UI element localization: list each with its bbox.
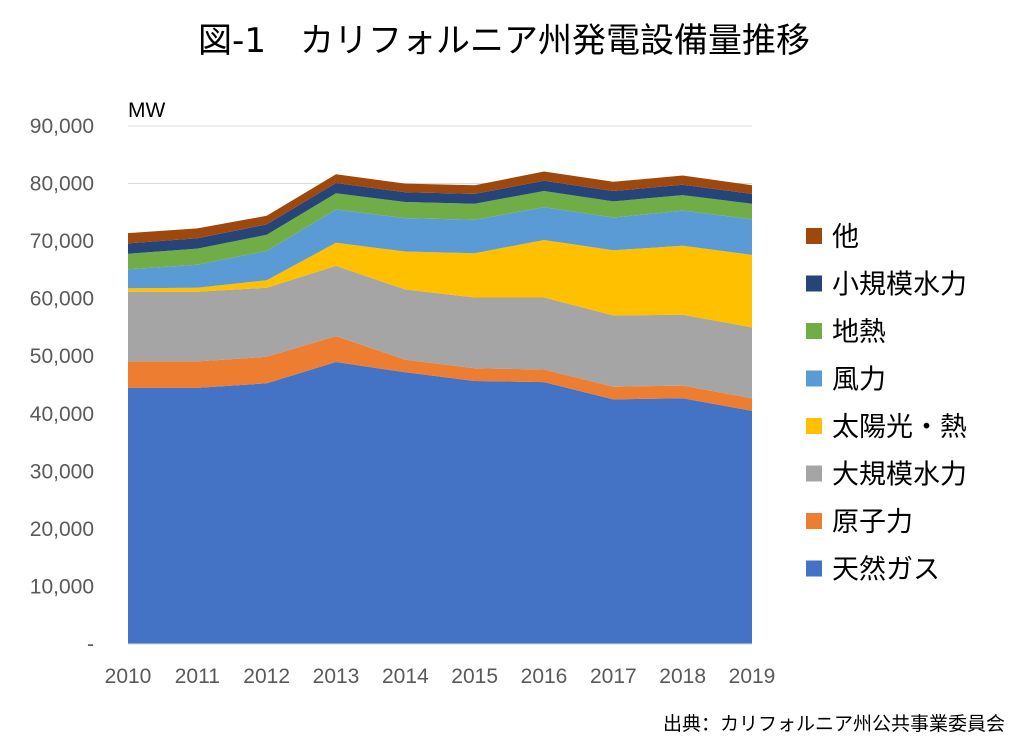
area-series-1 — [128, 336, 752, 411]
y-tick-label: 90,000 — [30, 115, 94, 138]
area-series-4 — [128, 207, 752, 289]
x-tick-label: 2014 — [382, 665, 429, 688]
legend-swatch — [806, 275, 822, 292]
x-tick-label: 2010 — [105, 665, 152, 688]
legend-label: 原子力 — [832, 507, 913, 538]
legend-label: 他 — [832, 222, 859, 253]
y-axis: - 10,000 20,000 30,000 40,000 50,000 60,000 70,… — [30, 115, 94, 656]
x-tick-label: 2017 — [590, 665, 637, 688]
y-tick-label: 60,000 — [30, 288, 94, 311]
x-tick-label: 2012 — [243, 665, 290, 688]
x-tick-label: 2016 — [521, 665, 568, 688]
area-series-2 — [128, 265, 752, 399]
y-tick-label: 10,000 — [30, 575, 94, 598]
y-tick-label: 80,000 — [30, 173, 94, 196]
area-series-6 — [128, 180, 752, 254]
x-tick-label: 2015 — [451, 665, 498, 688]
legend-label: 大規模水力 — [832, 460, 967, 491]
chart-title: 図-1 カリフォルニア州発電設備量推移 — [198, 21, 810, 61]
legend-swatch — [806, 323, 822, 339]
area-series-5 — [128, 191, 752, 270]
x-tick-label: 2018 — [659, 665, 706, 688]
area-series-3 — [128, 240, 752, 328]
legend-swatch — [806, 418, 822, 434]
legend-label: 天然ガス — [832, 555, 940, 586]
area-series-7 — [128, 171, 752, 244]
y-tick-label: 20,000 — [30, 518, 94, 541]
legend-swatch — [806, 465, 822, 482]
y-tick-label: - — [87, 633, 94, 656]
legend-label: 小規模水力 — [832, 270, 967, 301]
legend-label: 地熱 — [832, 317, 886, 348]
legend-label: 太陽光・熱 — [832, 412, 967, 443]
y-tick-label: 70,000 — [30, 230, 94, 253]
series-areas — [128, 171, 752, 644]
area-series-0 — [128, 362, 752, 644]
legend-swatch — [806, 513, 822, 529]
legend-swatch — [806, 370, 822, 387]
x-tick-label: 2019 — [729, 665, 776, 688]
y-tick-label: 30,000 — [30, 460, 94, 483]
legend-swatch — [806, 560, 822, 577]
x-axis: 2010 2011 2012 2013 2014 2015 2016 2017 2018 2019 — [105, 643, 776, 688]
x-tick-label: 2011 — [175, 665, 220, 688]
source-note: 出典：カリフォルニア州公共事業委員会 — [663, 713, 1005, 735]
x-tick-label: 2013 — [313, 665, 360, 688]
y-tick-label: 40,000 — [30, 403, 94, 426]
y-tick-label: 50,000 — [30, 345, 94, 368]
unit-label: MW — [128, 99, 165, 122]
legend-swatch — [806, 228, 822, 244]
legend-label: 風力 — [832, 365, 886, 396]
